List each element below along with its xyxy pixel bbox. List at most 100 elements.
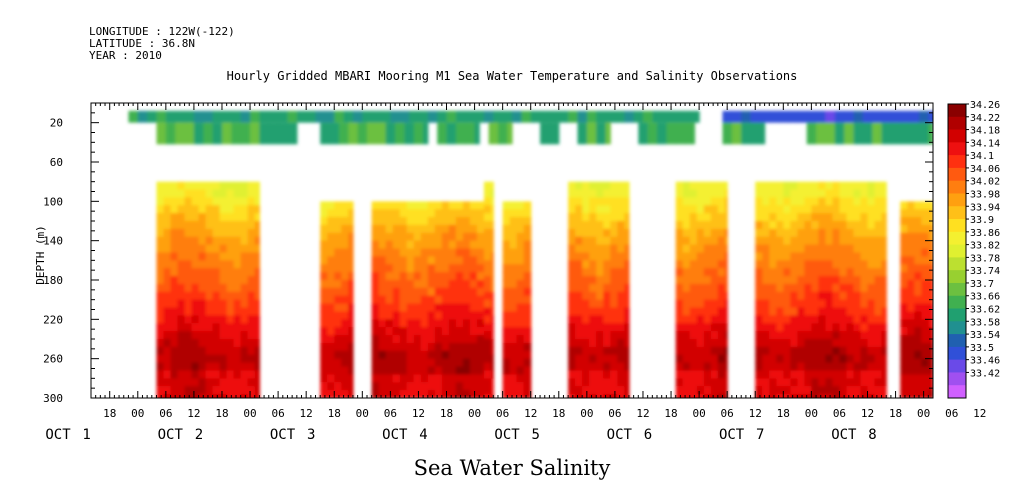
deep-cell [867, 252, 876, 261]
deep-cell [170, 346, 179, 356]
deep-cell [790, 189, 798, 198]
deep-cell [516, 311, 525, 320]
deep-cell [348, 390, 354, 398]
deep-cell [783, 299, 791, 309]
deep-cell [448, 303, 457, 313]
deep-cell [703, 354, 712, 364]
deep-cell [392, 390, 401, 398]
x-hour-label: 18 [552, 407, 565, 420]
deep-cell [703, 370, 712, 379]
deep-cell [900, 209, 908, 218]
deep-cell [603, 197, 611, 206]
deep-cell [413, 256, 422, 265]
deep-cell [448, 232, 457, 242]
deep-cell [689, 213, 698, 222]
deep-cell [516, 319, 525, 328]
deep-cell [184, 260, 193, 269]
deep-cell [516, 295, 525, 305]
surface-cell [568, 110, 579, 123]
deep-cell [776, 189, 784, 198]
deep-cell [804, 315, 812, 324]
deep-cell [881, 197, 887, 206]
deep-cell [804, 370, 812, 379]
deep-cell [804, 221, 812, 230]
deep-cell [191, 228, 200, 238]
deep-cell [675, 315, 684, 324]
heatmap-field [128, 110, 933, 398]
deep-cell [839, 283, 848, 293]
deep-cell [582, 228, 590, 238]
deep-cell [413, 319, 422, 328]
deep-cell [710, 331, 719, 340]
deep-cell [371, 390, 380, 398]
deep-cell [832, 386, 841, 395]
deep-cell [832, 228, 841, 238]
deep-cell [710, 346, 719, 356]
deep-cell [455, 295, 464, 305]
deep-cell [682, 213, 691, 222]
deep-cell [226, 323, 235, 332]
mid-depth-cell [338, 122, 349, 145]
deep-cell [675, 299, 684, 309]
deep-cell [420, 350, 429, 360]
deep-cell [790, 378, 798, 387]
deep-cell [682, 181, 691, 191]
deep-cell [502, 342, 511, 352]
surface-cell [671, 110, 681, 123]
deep-cell [205, 299, 214, 309]
deep-cell [776, 283, 784, 293]
deep-cell [170, 307, 179, 316]
deep-cell [914, 295, 922, 305]
deep-cell [448, 311, 457, 320]
deep-cell [689, 236, 698, 246]
deep-cell [589, 370, 597, 379]
deep-cell [682, 244, 691, 254]
deep-cell [703, 307, 712, 316]
deep-cell [462, 342, 471, 352]
deep-cell [755, 252, 763, 261]
deep-cell [596, 189, 604, 198]
deep-cell [624, 181, 630, 191]
deep-cell [624, 197, 630, 206]
deep-cell [455, 209, 464, 218]
deep-cell [867, 386, 876, 395]
deep-cell [589, 252, 597, 261]
deep-cell [483, 236, 492, 246]
deep-cell [610, 299, 618, 309]
mid-depth-cell [437, 122, 448, 145]
x-hour-label: 18 [889, 407, 902, 420]
deep-cell [610, 315, 618, 324]
deep-cell [509, 272, 518, 281]
deep-cell [790, 181, 798, 191]
colorbar-label: 33.82 [970, 241, 1000, 252]
deep-cell [327, 366, 335, 375]
deep-cell [212, 283, 221, 293]
deep-cell [378, 287, 387, 297]
deep-cell [483, 370, 492, 379]
deep-cell [874, 268, 883, 277]
deep-cell [783, 213, 791, 222]
deep-cell [247, 386, 256, 395]
deep-cell [617, 228, 625, 238]
deep-cell [490, 268, 494, 277]
deep-cell [921, 256, 929, 265]
deep-cell [490, 378, 494, 387]
deep-cell [797, 181, 805, 191]
colorbar-label: 34.22 [970, 113, 1000, 124]
deep-cell [455, 327, 464, 336]
deep-cell [247, 228, 256, 238]
deep-cell [198, 213, 207, 222]
deep-cell [399, 366, 408, 375]
deep-cell [582, 331, 590, 340]
deep-cell [320, 303, 328, 313]
deep-cell [420, 224, 429, 234]
deep-cell [177, 236, 186, 246]
deep-cell [198, 283, 207, 293]
deep-cell [371, 366, 380, 375]
deep-cell [420, 248, 429, 257]
deep-cell [334, 248, 342, 257]
deep-cell [928, 303, 933, 313]
deep-cell [710, 378, 719, 387]
deep-cell [469, 264, 478, 273]
deep-cell [341, 201, 349, 210]
